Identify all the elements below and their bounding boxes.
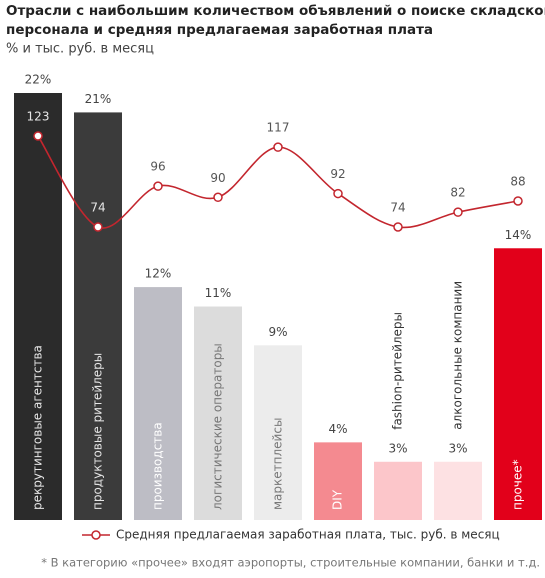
bar — [194, 306, 242, 520]
line-label: 90 — [210, 171, 225, 185]
bar — [74, 112, 122, 520]
data-label: 9% — [268, 325, 287, 339]
line-marker — [33, 131, 43, 141]
category-label: логистические операторы — [211, 343, 225, 510]
line-label: 96 — [150, 160, 165, 174]
bar — [494, 248, 542, 521]
bar — [134, 287, 182, 520]
data-label: 3% — [388, 441, 407, 455]
chart-title: Отрасли с наибольшим количеством объявле… — [6, 3, 545, 19]
category-label: fashion-ритейлеры — [391, 312, 405, 430]
chart-title: персонала и средняя предлагаемая заработ… — [6, 22, 433, 38]
legend-label: Средняя предлагаемая заработная плата, т… — [116, 528, 500, 542]
line-label: 117 — [267, 121, 290, 135]
footnote: * В категорию «прочее» входят аэропорты,… — [41, 556, 540, 570]
line-label: 123 — [27, 110, 50, 124]
bar — [314, 442, 362, 520]
data-label: 21% — [85, 92, 112, 106]
line — [37, 135, 519, 229]
chart-subtitle: % и тыс. руб. в месяц — [6, 42, 154, 57]
category-label: маркетплейсы — [271, 418, 285, 510]
line-label: 88 — [510, 175, 525, 189]
line-marker — [213, 192, 223, 203]
line-marker — [333, 188, 343, 199]
legend-marker — [91, 530, 101, 540]
category-label: алкогольные компании — [451, 281, 465, 430]
line-marker — [393, 222, 403, 232]
bar — [254, 345, 302, 520]
category-label: производства — [151, 422, 165, 510]
data-label: 4% — [328, 422, 347, 436]
data-label: 3% — [448, 441, 467, 455]
line-label: 74 — [90, 201, 105, 215]
line-marker — [513, 196, 523, 206]
line-marker — [273, 142, 283, 152]
data-label: 22% — [25, 73, 52, 87]
category-label: прочее* — [511, 459, 525, 510]
line-label: 82 — [450, 186, 465, 200]
category-label: рекрутинговые агентства — [31, 345, 45, 510]
line-marker — [153, 181, 163, 191]
line-label: 92 — [330, 167, 345, 181]
data-label: 14% — [505, 228, 532, 242]
line-marker — [93, 222, 103, 232]
category-label: продуктовые ритейлеры — [91, 353, 105, 510]
line-marker — [453, 207, 463, 217]
data-label: 11% — [205, 286, 232, 300]
bar — [434, 461, 482, 520]
category-label: DIY — [331, 489, 345, 510]
line-label: 74 — [390, 201, 405, 215]
data-label: 12% — [145, 267, 172, 281]
bar — [374, 461, 422, 520]
